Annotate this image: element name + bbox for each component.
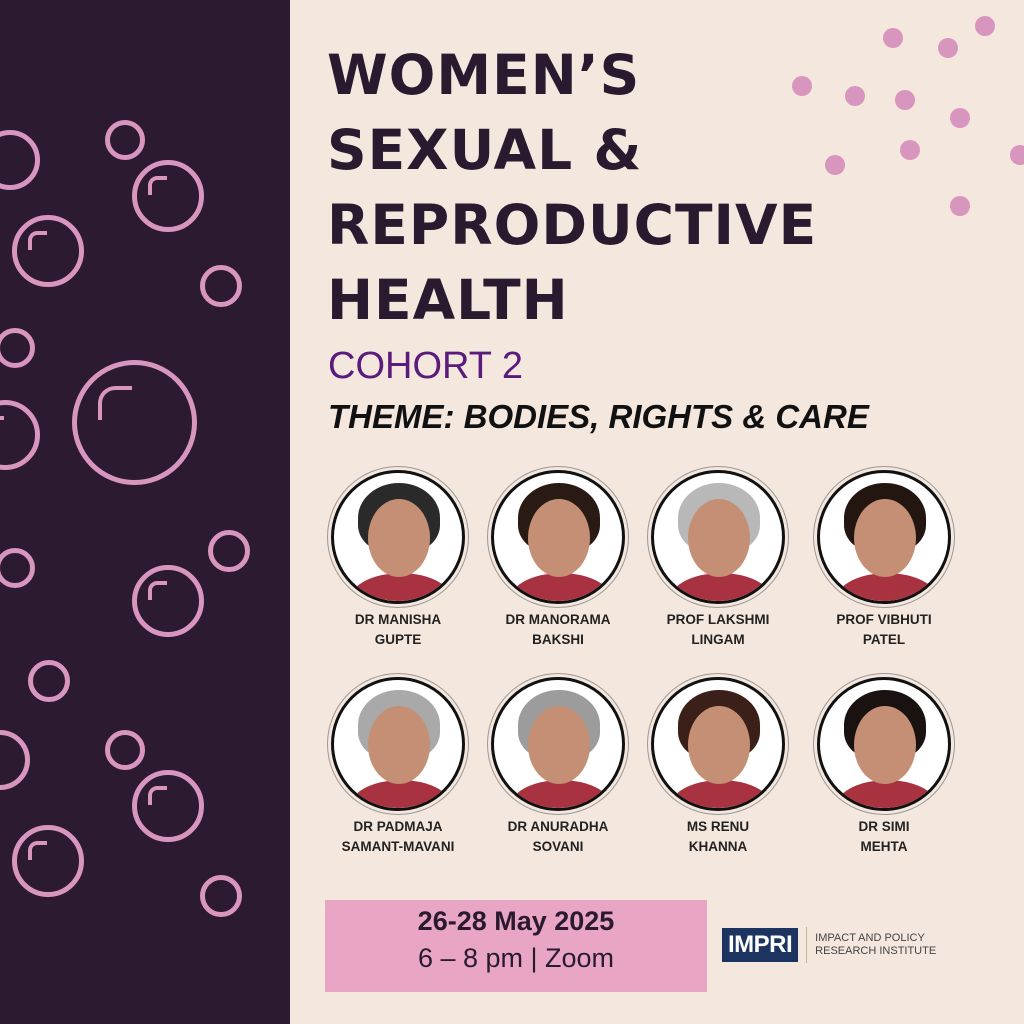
bubble-shape [200, 875, 242, 917]
bubble-shape [0, 730, 30, 790]
decorative-bubble-panel [0, 0, 290, 1024]
speaker-name-line1: MS RENU [686, 819, 750, 834]
speaker-card: DR PADMAJA SAMANT-MAVANI [313, 677, 483, 857]
speaker-name-line2: SOVANI [532, 839, 584, 854]
speaker-name-line2: SAMANT-MAVANI [341, 839, 455, 854]
event-date: 26-28 May 2025 [417, 906, 615, 936]
speaker-card: PROF LAKSHMI LINGAM [633, 470, 803, 650]
speaker-photo [331, 470, 465, 604]
speaker-name: DR MANORAMA BAKSHI [473, 610, 643, 650]
speaker-name-line1: PROF VIBHUTI [836, 612, 932, 627]
speaker-name-line1: DR MANISHA [354, 612, 442, 627]
speaker-name-line1: DR ANURADHA [507, 819, 609, 834]
bubble-shape [12, 825, 84, 897]
speaker-name: DR ANURADHA SOVANI [473, 817, 643, 857]
event-details-box: 26-28 May 2025 6 – 8 pm | Zoom [325, 900, 707, 992]
cohort-label: COHORT 2 [328, 345, 523, 387]
dot-shape [825, 155, 845, 175]
dot-shape [1010, 145, 1024, 165]
speaker-name: PROF VIBHUTI PATEL [799, 610, 969, 650]
speaker-card: DR MANORAMA BAKSHI [473, 470, 643, 650]
dot-shape [938, 38, 958, 58]
dot-shape [975, 16, 995, 36]
speaker-card: MS RENU KHANNA [633, 677, 803, 857]
speaker-name-line2: BAKSHI [532, 632, 584, 647]
speaker-name-line1: DR PADMAJA [353, 819, 443, 834]
speaker-name-line1: PROF LAKSHMI [666, 612, 770, 627]
bubble-shape [0, 400, 40, 470]
bubble-shape [105, 730, 145, 770]
speaker-name: MS RENU KHANNA [633, 817, 803, 857]
logo-text: IMPACT AND POLICY RESEARCH INSTITUTE [815, 932, 936, 958]
impri-logo: IMPRI IMPACT AND POLICY RESEARCH INSTITU… [722, 927, 936, 963]
speaker-photo [331, 677, 465, 811]
speaker-name: PROF LAKSHMI LINGAM [633, 610, 803, 650]
logo-text-line1: IMPACT AND POLICY [815, 932, 925, 944]
title-line: HEALTH [327, 268, 569, 332]
speaker-name: DR PADMAJA SAMANT-MAVANI [313, 817, 483, 857]
speaker-card: PROF VIBHUTI PATEL [799, 470, 969, 650]
speaker-photo [491, 470, 625, 604]
bubble-shape [200, 265, 242, 307]
theme-label: THEME: BODIES, RIGHTS & CARE [328, 398, 869, 435]
dot-shape [792, 76, 812, 96]
poster-title: WOMEN’S SEXUAL & REPRODUCTIVE HEALTH [327, 38, 817, 338]
speaker-card: DR ANURADHA SOVANI [473, 677, 643, 857]
dot-shape [950, 108, 970, 128]
bubble-shape [132, 160, 204, 232]
speaker-name-line2: MEHTA [860, 839, 908, 854]
bubble-shape [0, 130, 40, 190]
speaker-name: DR MANISHA GUPTE [313, 610, 483, 650]
speaker-name-line1: DR SIMI [858, 819, 910, 834]
logo-text-line2: RESEARCH INSTITUTE [815, 945, 937, 957]
dot-shape [950, 196, 970, 216]
speaker-photo [817, 677, 951, 811]
speaker-photo [491, 677, 625, 811]
bubble-shape [0, 548, 35, 588]
dot-shape [895, 90, 915, 110]
bubble-shape [0, 328, 35, 368]
bubble-shape [72, 360, 197, 485]
title-line: WOMEN’S [327, 43, 641, 107]
bubble-shape [12, 215, 84, 287]
speaker-name-line1: DR MANORAMA [505, 612, 611, 627]
bubble-shape [105, 120, 145, 160]
bubble-shape [28, 660, 70, 702]
speaker-card: DR SIMI MEHTA [799, 677, 969, 857]
bubble-shape [132, 565, 204, 637]
speaker-name-line2: LINGAM [691, 632, 745, 647]
speaker-card: DR MANISHA GUPTE [313, 470, 483, 650]
event-time-platform: 6 – 8 pm | Zoom [417, 943, 615, 973]
speaker-photo [651, 677, 785, 811]
title-line: REPRODUCTIVE [327, 193, 818, 257]
speaker-name: DR SIMI MEHTA [799, 817, 969, 857]
speaker-photo [651, 470, 785, 604]
logo-mark: IMPRI [722, 928, 799, 962]
dot-shape [883, 28, 903, 48]
dot-shape [900, 140, 920, 160]
dot-shape [845, 86, 865, 106]
speaker-name-line2: PATEL [862, 632, 906, 647]
speaker-photo [817, 470, 951, 604]
logo-divider [806, 927, 808, 963]
speaker-name-line2: KHANNA [688, 839, 748, 854]
bubble-shape [208, 530, 250, 572]
bubble-shape [132, 770, 204, 842]
speaker-name-line2: GUPTE [374, 632, 422, 647]
title-line: SEXUAL & [327, 118, 643, 182]
